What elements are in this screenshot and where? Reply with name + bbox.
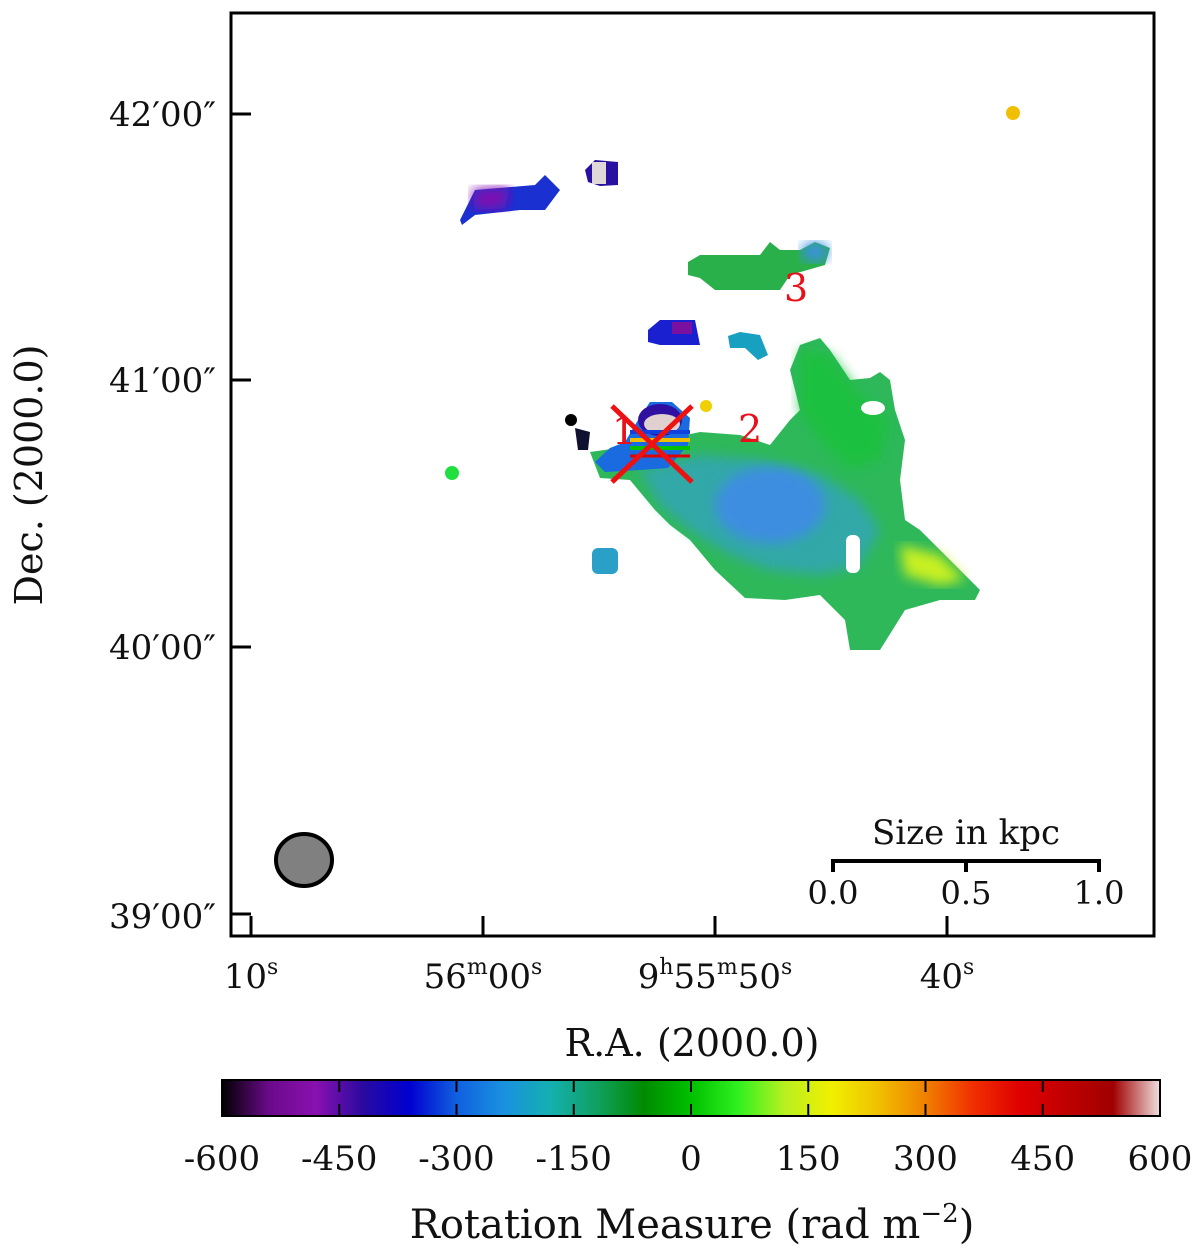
marker-label-3: 3 [784,266,808,310]
x-axis-title: R.A. (2000.0) [565,1021,820,1065]
colorbar-tick-label: 450 [1010,1139,1075,1179]
scale-bar-tick-1: 0.5 [941,874,992,912]
x-axis: 10s 56m00s 9h55m50s 40s R.A. (2000.0) [224,916,975,1065]
y-axis: 42′00″ 41′00″ 40′00″ 39′00″ Dec. (2000.0… [7,95,251,937]
marker-label-2: 2 [738,407,762,451]
colorbar: -600 -450 -300 -150 0 150 300 450 600 Rotation M… [184,1079,1193,1248]
y-tick-label-2: 40′00″ [109,628,216,668]
colorbar-tick-label: 300 [893,1139,958,1179]
x-tick-label-2: 9h55m50s [638,955,793,997]
colorbar-tick-label: -450 [301,1139,377,1179]
colorbar-tick-label: -150 [536,1139,612,1179]
beam-ellipse [274,832,334,888]
marker-1-cross [610,404,694,484]
colorbar-tick-label: -300 [418,1139,494,1179]
y-tick-label-0: 42′00″ [109,95,216,135]
y-tick-label-3: 39′00″ [109,897,216,937]
plot-frame [229,11,1156,938]
colorbar-tick-label: 600 [1128,1139,1193,1179]
colorbar-ticks: -600 -450 -300 -150 0 150 300 450 600 [184,1080,1193,1179]
x-tick-label-3: 40s [920,955,975,997]
marker-label-1: 1 [612,409,636,453]
region-3-emission [688,242,830,290]
colorbar-title: Rotation Measure (rad m−2) [410,1199,975,1248]
colorbar-tick-label: 0 [680,1139,702,1179]
small-emission-blobs [445,106,1020,574]
scale-bar-tick-2: 1.0 [1074,874,1125,912]
x-tick-label-0: 10s [224,955,279,997]
y-axis-title: Dec. (2000.0) [7,344,51,605]
scale-bar: Size in kpc 0.0 0.5 1.0 [808,813,1125,912]
colorbar-tick-label: 150 [776,1139,841,1179]
y-tick-label-1: 41′00″ [109,361,216,401]
rm-map [445,106,1020,650]
scale-bar-tick-0: 0.0 [808,874,859,912]
x-tick-label-1: 56m00s [424,955,543,997]
colorbar-tick-label: -600 [184,1139,260,1179]
scale-bar-title: Size in kpc [872,813,1060,853]
main-emission-region [590,338,980,650]
